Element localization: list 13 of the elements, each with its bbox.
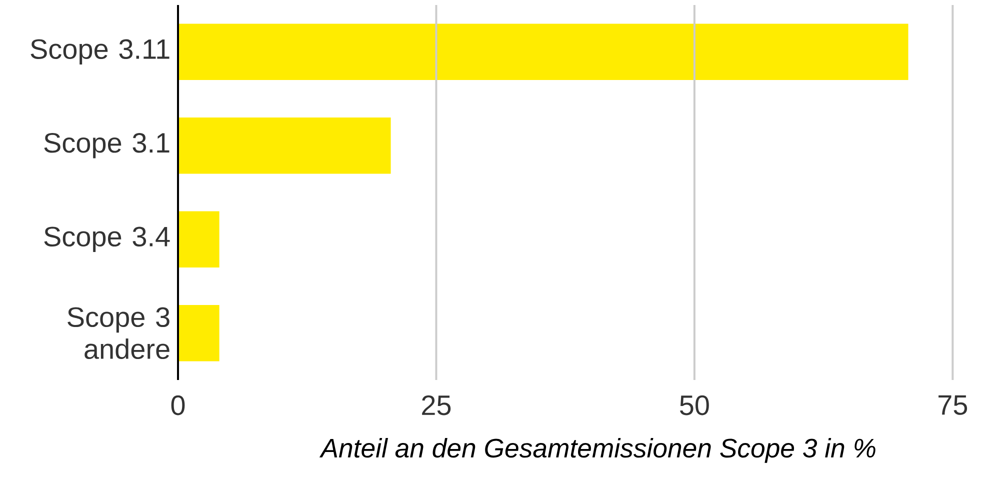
x-tick-label: 75: [938, 395, 968, 415]
y-tick-label: Scope 3.11: [30, 39, 170, 65]
bar: [178, 211, 220, 268]
y-tick-label: Scope 3.4: [44, 226, 170, 252]
y-tick-label: Scope 3 andere: [68, 307, 170, 360]
bar: [178, 24, 908, 80]
y-tick-label: Scope 3.1: [44, 132, 170, 158]
x-tick-label: 50: [680, 395, 709, 416]
x-tick-label: 25: [422, 395, 451, 416]
x-tick-label: 0: [171, 395, 185, 416]
bar: [178, 305, 220, 362]
bar: [178, 118, 391, 174]
x-axis-title: Anteil an den Gesamtemissionen Scope 3 in %: [319, 438, 876, 463]
